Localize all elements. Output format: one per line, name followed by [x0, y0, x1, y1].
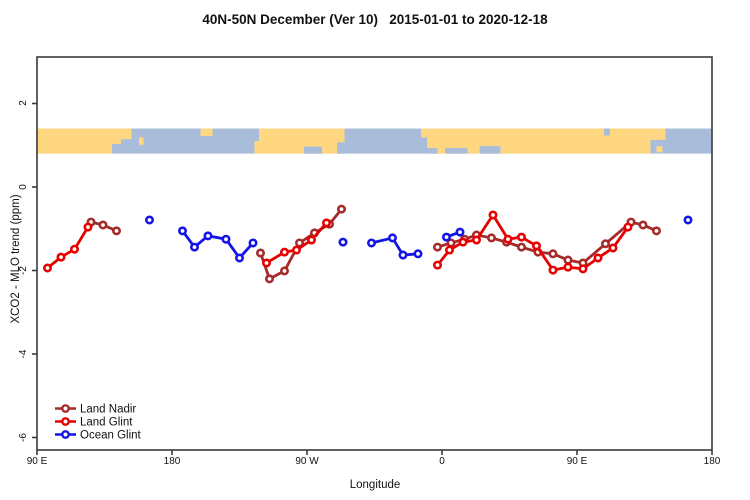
map-patch-ocean: [479, 146, 501, 154]
data-point: [471, 235, 481, 245]
x-tick-label: 180: [164, 456, 181, 467]
data-point: [70, 244, 80, 254]
data-point: [531, 241, 541, 251]
x-tick-label: 90 W: [295, 456, 319, 467]
data-point: [261, 258, 271, 268]
x-tick-label: 90 E: [567, 456, 588, 467]
legend-label-land-nadir: Land Nadir: [80, 404, 136, 416]
y-tick-label: -6: [18, 433, 29, 442]
data-point: [651, 226, 661, 236]
data-point: [190, 242, 200, 252]
data-point: [623, 222, 633, 232]
data-point: [294, 238, 304, 248]
map-patch-land: [421, 128, 427, 138]
x-axis-label: Longitude: [349, 479, 401, 491]
data-point: [455, 227, 465, 237]
data-point: [593, 253, 603, 263]
data-point: [563, 262, 573, 272]
map-patch-ocean: [251, 128, 259, 142]
chart-title: 40N-50N December (Ver 10) 2015-01-01 to …: [202, 12, 548, 27]
data-point: [413, 249, 423, 259]
plot-border: [36, 56, 713, 451]
map-patch-land: [656, 146, 663, 153]
map-patch-ocean: [445, 148, 468, 154]
data-point: [178, 226, 188, 236]
data-point: [321, 218, 331, 228]
data-point: [83, 222, 93, 232]
data-point: [306, 235, 316, 245]
plot-frame: [32, 56, 713, 455]
data-point: [338, 237, 348, 247]
map-patch-land: [112, 128, 132, 140]
x-tick-label: 90 E: [27, 456, 48, 467]
data-point: [441, 232, 451, 242]
y-tick-label: 0: [18, 184, 29, 190]
data-point: [432, 242, 442, 252]
data-point: [203, 231, 213, 241]
data-point: [145, 215, 155, 225]
data-point: [336, 204, 346, 214]
legend-marker: [61, 404, 70, 413]
map-patch-ocean: [427, 148, 438, 154]
data-point: [488, 210, 498, 220]
data-point: [563, 255, 573, 265]
y-tick-label: -2: [18, 266, 29, 275]
data-point: [366, 238, 376, 248]
map-patch-ocean: [604, 128, 610, 136]
world-map-band: [37, 128, 712, 154]
map-patch-land: [650, 128, 666, 140]
map-patch-ocean: [337, 142, 345, 154]
map-patch-land: [200, 128, 213, 137]
data-point: [248, 238, 258, 248]
data-point: [42, 263, 52, 273]
legend-marker: [61, 417, 70, 426]
series-line: [46, 226, 90, 270]
y-axis-label: XCO2 - MLO trend (ppm): [10, 194, 22, 324]
y-tick-label: 2: [18, 100, 29, 106]
data-point: [112, 226, 122, 236]
map-land: [37, 128, 112, 154]
data-point: [235, 253, 245, 263]
data-point: [291, 245, 301, 255]
map-patch-ocean: [304, 146, 322, 154]
series-line: [371, 236, 419, 257]
data-point: [279, 266, 289, 276]
data-point: [432, 260, 442, 270]
data-point: [458, 237, 468, 247]
data-point: [387, 233, 397, 243]
map-land: [254, 128, 345, 154]
data-point: [444, 245, 454, 255]
x-tick-label: 0: [439, 456, 445, 467]
data-point: [600, 239, 610, 249]
data-point: [221, 234, 231, 244]
map-patch-land: [139, 137, 144, 145]
legend-marker: [61, 430, 70, 439]
data-point: [578, 264, 588, 274]
y-tick-label: -4: [18, 349, 29, 358]
data-point: [398, 250, 408, 260]
data-point: [638, 220, 648, 230]
data-point: [503, 234, 513, 244]
map-patch-land: [112, 139, 121, 145]
data-point: [279, 247, 289, 257]
data-point: [98, 220, 108, 230]
legend-markers: [55, 404, 76, 439]
data-point: [548, 265, 558, 275]
data-point: [486, 233, 496, 243]
data-point: [255, 248, 265, 258]
legend-label-land-glint: Land Glint: [80, 417, 133, 429]
legend-label-ocean-glint: Ocean Glint: [80, 430, 142, 442]
data-point: [548, 249, 558, 259]
data-series: [42, 204, 693, 284]
data-point: [56, 252, 66, 262]
data-point: [608, 243, 618, 253]
data-point: [516, 242, 526, 252]
data-point: [683, 215, 693, 225]
data-point: [264, 274, 274, 284]
x-tick-label: 180: [704, 456, 721, 467]
data-point: [516, 232, 526, 242]
